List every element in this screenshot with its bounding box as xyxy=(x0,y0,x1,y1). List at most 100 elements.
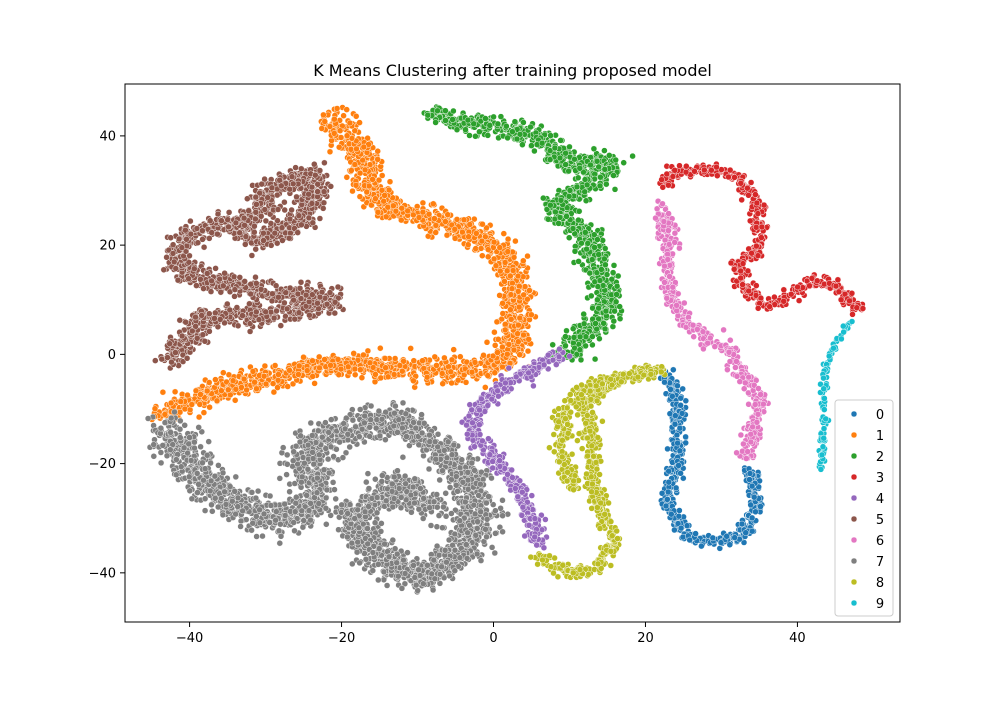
point-cluster-1 xyxy=(497,267,504,275)
point-cluster-1 xyxy=(357,366,364,373)
point-cluster-3 xyxy=(753,242,760,250)
point-cluster-0 xyxy=(726,541,734,548)
point-cluster-1 xyxy=(419,199,427,207)
point-cluster-0 xyxy=(692,530,699,537)
point-cluster-0 xyxy=(672,412,679,419)
point-cluster-1 xyxy=(151,405,159,412)
point-cluster-2 xyxy=(596,182,604,190)
point-cluster-2 xyxy=(453,126,461,133)
point-cluster-1 xyxy=(326,123,334,130)
point-cluster-1 xyxy=(295,371,302,378)
point-cluster-2 xyxy=(577,356,585,364)
point-cluster-1 xyxy=(443,231,451,239)
point-cluster-0 xyxy=(752,508,759,516)
point-cluster-0 xyxy=(674,382,681,390)
point-cluster-1 xyxy=(496,292,503,299)
point-cluster-2 xyxy=(603,180,610,188)
point-cluster-4 xyxy=(489,464,496,472)
point-cluster-1 xyxy=(350,350,357,357)
point-cluster-3 xyxy=(754,210,762,217)
point-cluster-4 xyxy=(519,488,526,496)
point-cluster-5 xyxy=(282,289,289,296)
point-cluster-2 xyxy=(591,355,599,363)
point-cluster-1 xyxy=(295,362,303,370)
point-cluster-4 xyxy=(476,406,483,414)
point-cluster-4 xyxy=(471,443,478,450)
point-cluster-1 xyxy=(465,233,472,240)
point-cluster-5 xyxy=(283,305,291,313)
point-cluster-5 xyxy=(286,284,294,292)
point-cluster-5 xyxy=(334,283,342,291)
point-cluster-1 xyxy=(384,203,392,211)
point-cluster-2 xyxy=(565,193,573,200)
point-cluster-1 xyxy=(419,357,426,364)
point-cluster-1 xyxy=(384,373,392,381)
point-cluster-5 xyxy=(316,293,324,301)
point-cluster-1 xyxy=(501,326,509,334)
point-cluster-5 xyxy=(216,316,224,323)
point-cluster-4 xyxy=(501,385,508,392)
point-cluster-1 xyxy=(448,356,456,364)
point-cluster-2 xyxy=(563,213,570,220)
point-cluster-2 xyxy=(583,181,591,189)
point-cluster-4 xyxy=(484,402,492,409)
point-cluster-1 xyxy=(491,328,498,336)
point-cluster-3 xyxy=(780,286,788,294)
point-cluster-2 xyxy=(593,325,600,333)
point-cluster-3 xyxy=(739,281,746,288)
point-cluster-0 xyxy=(757,503,764,510)
point-cluster-5 xyxy=(331,309,339,317)
point-cluster-1 xyxy=(374,156,381,163)
point-cluster-0 xyxy=(746,470,754,477)
point-cluster-1 xyxy=(213,397,221,405)
point-cluster-2 xyxy=(582,229,589,236)
point-cluster-1 xyxy=(499,300,506,307)
point-cluster-1 xyxy=(303,367,311,374)
point-cluster-1 xyxy=(521,283,529,290)
point-cluster-0 xyxy=(686,536,693,544)
point-cluster-1 xyxy=(494,349,501,356)
point-cluster-2 xyxy=(442,107,449,114)
point-cluster-3 xyxy=(744,184,751,192)
point-cluster-1 xyxy=(501,259,509,266)
point-cluster-2 xyxy=(552,208,559,216)
point-cluster-3 xyxy=(753,282,760,289)
point-cluster-2 xyxy=(434,107,441,115)
point-cluster-2 xyxy=(596,277,604,284)
point-cluster-2 xyxy=(555,220,562,227)
point-cluster-2 xyxy=(424,111,432,119)
point-cluster-1 xyxy=(507,306,514,313)
point-cluster-1 xyxy=(275,371,282,378)
point-cluster-2 xyxy=(556,214,564,221)
point-cluster-2 xyxy=(595,304,602,312)
point-cluster-3 xyxy=(738,196,745,204)
point-cluster-1 xyxy=(480,352,487,359)
point-cluster-3 xyxy=(794,283,801,291)
point-cluster-3 xyxy=(834,276,842,284)
point-cluster-4 xyxy=(525,522,533,529)
point-cluster-0 xyxy=(662,502,670,510)
point-cluster-1 xyxy=(510,254,518,261)
point-cluster-3 xyxy=(745,287,752,295)
point-cluster-0 xyxy=(665,478,673,486)
point-cluster-1 xyxy=(484,372,492,379)
point-cluster-2 xyxy=(575,216,582,224)
point-cluster-4 xyxy=(519,503,527,511)
point-cluster-3 xyxy=(730,266,738,273)
point-cluster-2 xyxy=(450,107,457,115)
point-cluster-3 xyxy=(737,267,744,275)
point-cluster-1 xyxy=(358,374,366,381)
point-cluster-1 xyxy=(441,354,448,362)
point-cluster-0 xyxy=(671,526,678,534)
point-cluster-2 xyxy=(594,296,601,304)
point-cluster-1 xyxy=(336,127,344,134)
point-cluster-1 xyxy=(229,377,237,384)
point-cluster-3 xyxy=(846,297,853,305)
point-cluster-1 xyxy=(491,369,499,376)
point-cluster-0 xyxy=(667,386,674,393)
point-cluster-5 xyxy=(306,311,313,319)
point-cluster-2 xyxy=(580,310,587,318)
point-cluster-2 xyxy=(610,172,617,179)
point-cluster-3 xyxy=(758,223,766,231)
point-cluster-2 xyxy=(540,194,547,202)
